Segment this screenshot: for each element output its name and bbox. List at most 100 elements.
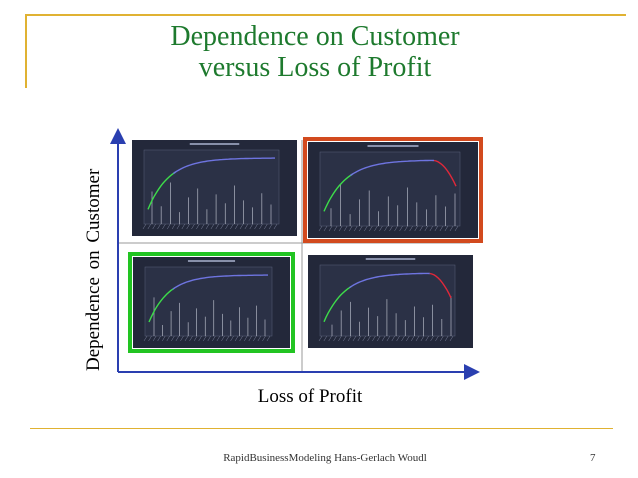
chart-tick (425, 335, 429, 342)
chart-plot-area (144, 266, 273, 337)
chart-tick (221, 335, 225, 342)
chart-tick (449, 225, 454, 232)
chart-tick (157, 223, 161, 230)
chart-tick (429, 225, 434, 232)
chart-thumbnail-bottom-right (308, 255, 473, 348)
chart-tick (352, 335, 357, 342)
chart-tick (186, 223, 190, 230)
chart-curve-plateau (350, 159, 435, 177)
chart-tick (444, 225, 449, 232)
chart-tick (357, 335, 362, 342)
x-axis-label: Loss of Profit (257, 386, 363, 407)
chart-tick (239, 223, 244, 230)
chart-tick (434, 225, 439, 232)
chart-tick (184, 335, 189, 342)
chart-tick (225, 335, 230, 342)
chart-tick (207, 335, 211, 342)
chart-tick (166, 335, 170, 342)
chart-tick (239, 335, 243, 342)
chart-tick (349, 225, 353, 232)
chart-tick (323, 335, 328, 342)
chart-tick (394, 225, 398, 232)
chart-tick (338, 225, 343, 232)
chart-title-mark (189, 143, 240, 145)
chart-tick (364, 225, 368, 232)
chart-tick (201, 223, 205, 230)
chart-tick (147, 223, 152, 230)
chart-tick (338, 335, 342, 342)
chart-tick (162, 335, 166, 342)
chart-tick (379, 225, 383, 232)
chart-tick (328, 225, 333, 232)
chart-tick (419, 225, 423, 232)
chart-tick (389, 225, 393, 232)
chart-tick (259, 223, 263, 230)
chart-tick (381, 335, 386, 342)
chart-tick (318, 225, 323, 232)
chart-tick (318, 335, 323, 342)
chart-tick (424, 225, 428, 232)
chart-tick (444, 335, 449, 342)
chart-tick (210, 223, 215, 230)
chart-plot-area (143, 149, 280, 225)
chart-tick (420, 335, 425, 342)
chart-curve-rise (148, 287, 176, 323)
chart-tick (386, 335, 391, 342)
chart-thumbnail-top-right (308, 142, 478, 238)
page-number: 7 (590, 452, 596, 464)
chart-tick (343, 225, 348, 232)
chart-thumbnail-top-left (132, 140, 297, 236)
highlight-frame-high-risk (303, 137, 483, 243)
chart-thumbnail-bottom-left (133, 257, 290, 348)
chart-title-mark (367, 145, 419, 147)
chart-tick (205, 223, 210, 230)
chart-tick (333, 225, 338, 232)
chart-tick (410, 335, 415, 342)
chart-tick (220, 223, 224, 230)
chart-tick (359, 225, 363, 232)
chart-tick (362, 335, 366, 342)
chart-tick (244, 223, 249, 230)
chart-tick (347, 335, 352, 342)
chart-tick (234, 335, 239, 342)
chart-tick (198, 335, 202, 342)
chart-tick (406, 335, 410, 342)
chart-tick (203, 335, 207, 342)
chart-tick (404, 225, 408, 232)
chart-tick (333, 335, 337, 342)
chart-tick (369, 225, 373, 232)
chart-tick (212, 335, 216, 342)
chart-tick (430, 335, 434, 342)
chart-tick (148, 335, 152, 342)
chart-tick (268, 223, 273, 230)
chart-tick (273, 223, 278, 230)
chart-tick (225, 223, 229, 230)
chart-tick (439, 225, 444, 232)
slide-title: Dependence on Customer versus Loss of Pr… (105, 21, 525, 83)
accent-rule-horizontal (26, 14, 626, 16)
chart-plot-area (319, 151, 461, 227)
y-axis-label: Dependence on Customer (83, 168, 104, 371)
chart-tick (391, 335, 395, 342)
chart-tick (152, 335, 157, 342)
chart-tick (196, 223, 200, 230)
chart-tick (454, 225, 459, 232)
chart-tick (374, 225, 378, 232)
chart-tick (249, 223, 253, 230)
chart-tick (189, 335, 193, 342)
chart-tick (262, 335, 266, 342)
chart-tick (162, 223, 166, 230)
chart-curve-rise (323, 285, 352, 323)
title-line-1: Dependence on Customer (170, 21, 460, 52)
chart-tick (181, 223, 186, 230)
chart-tick (248, 335, 252, 342)
chart-tick (230, 335, 234, 342)
chart-tick (414, 225, 418, 232)
footer-rule (30, 428, 613, 429)
chart-tick (167, 223, 171, 230)
chart-tick (399, 225, 403, 232)
chart-tick (171, 335, 175, 342)
chart-tick (401, 335, 405, 342)
chart-tick (440, 335, 444, 342)
